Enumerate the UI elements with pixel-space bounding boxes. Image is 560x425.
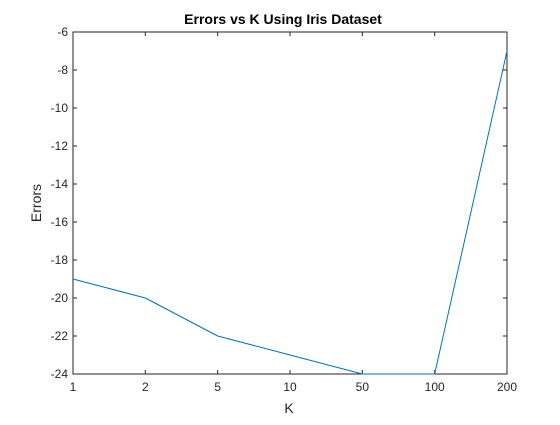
x-tick-label: 1 <box>70 380 77 394</box>
series-layer <box>72 50 508 375</box>
y-tick-label: -12 <box>51 139 69 153</box>
y-tick-label: -18 <box>51 253 69 267</box>
x-tick-label: 100 <box>425 380 445 394</box>
y-axis-title: Errors <box>28 184 44 222</box>
y-tick-label: -14 <box>51 177 69 191</box>
x-tick-label: 200 <box>497 380 517 394</box>
y-tick-label: -20 <box>51 291 69 305</box>
y-tick-label: -22 <box>51 329 69 343</box>
x-tick-label: 2 <box>142 380 149 394</box>
y-tick-label: -24 <box>51 367 69 381</box>
x-tick-label: 5 <box>214 380 221 394</box>
x-ticks: 1 2 5 10 50 100 200 <box>70 32 517 394</box>
y-tick-label: -16 <box>51 215 69 229</box>
y-ticks: -24 -22 -20 -18 -16 -14 -12 -10 -8 -6 <box>51 25 507 381</box>
y-tick-label: -6 <box>57 25 68 39</box>
y-tick-label: -8 <box>57 63 68 77</box>
series-line-1 <box>72 50 508 375</box>
y-tick-label: -10 <box>51 101 69 115</box>
x-tick-label: 50 <box>356 380 370 394</box>
x-axis-title: K <box>284 400 294 416</box>
x-tick-label: 10 <box>283 380 297 394</box>
chart-title: Errors vs K Using Iris Dataset <box>184 11 382 27</box>
